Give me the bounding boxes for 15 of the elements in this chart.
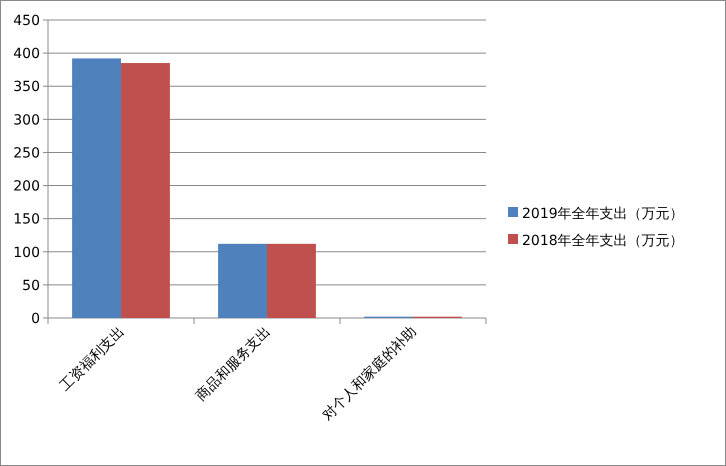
legend-label: 2019年全年支出（万元） — [522, 206, 684, 222]
x-tick-label: 工资福利支出 — [57, 324, 128, 394]
y-tick-label: 200 — [13, 178, 40, 195]
x-tick-label: 商品和服务支出 — [193, 324, 274, 404]
y-tick-label: 400 — [13, 46, 40, 62]
y-tick-label: 50 — [22, 278, 40, 294]
x-tick-label: 对个人和家庭的补助 — [319, 324, 420, 424]
y-tick-label: 100 — [13, 244, 40, 261]
y-tick-label: 150 — [13, 212, 40, 228]
y-tick-label: 300 — [13, 112, 40, 128]
legend-label: 2018年全年支出（万元） — [522, 233, 684, 249]
y-tick-label: 450 — [13, 13, 40, 29]
y-tick-label: 0 — [31, 311, 40, 327]
y-tick-label: 350 — [13, 79, 40, 96]
y-tick-label: 250 — [13, 145, 40, 162]
